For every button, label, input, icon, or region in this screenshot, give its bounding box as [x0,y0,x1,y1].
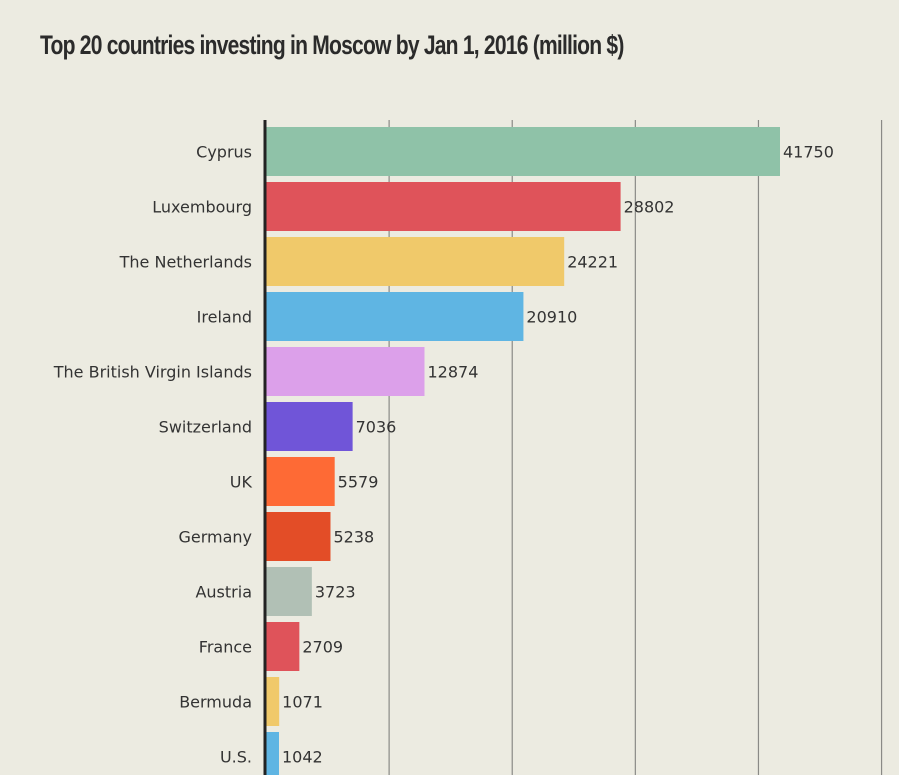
chart-title: Top 20 countries investing in Moscow by … [40,30,624,60]
category-label: Switzerland [159,418,252,437]
category-label: UK [230,473,253,492]
value-label: 1042 [282,748,323,767]
category-label: U.S. [220,748,252,767]
bar-the-british-virgin-islands [266,347,425,396]
value-label: 41750 [783,143,834,162]
category-label: Austria [195,583,252,602]
value-label: 24221 [567,253,618,272]
category-label: Luxembourg [152,198,252,217]
value-label: 28802 [624,198,675,217]
category-label: Cyprus [196,143,252,162]
bar-bermuda [266,677,280,726]
bar-the-netherlands [266,237,565,286]
category-label: Germany [178,528,252,547]
bar-u-s- [266,732,279,775]
value-label: 1071 [282,693,323,712]
value-label: 5579 [338,473,379,492]
value-label: 2709 [302,638,343,657]
category-label: Bermuda [179,693,252,712]
value-label: 5238 [333,528,374,547]
bar-germany [266,512,331,561]
category-label: Ireland [197,308,252,327]
value-label: 12874 [427,363,478,382]
bar-france [266,622,300,671]
bar-switzerland [266,402,353,451]
category-label: France [199,638,252,657]
category-label: The Netherlands [119,253,252,272]
bar-luxembourg [266,182,621,231]
bar-austria [266,567,312,616]
value-label: 3723 [315,583,356,602]
bar-ireland [266,292,524,341]
category-label: The British Virgin Islands [53,363,252,382]
bar-uk [266,457,335,506]
value-label: 7036 [356,418,397,437]
value-label: 20910 [526,308,577,327]
bar-cyprus [266,127,780,176]
